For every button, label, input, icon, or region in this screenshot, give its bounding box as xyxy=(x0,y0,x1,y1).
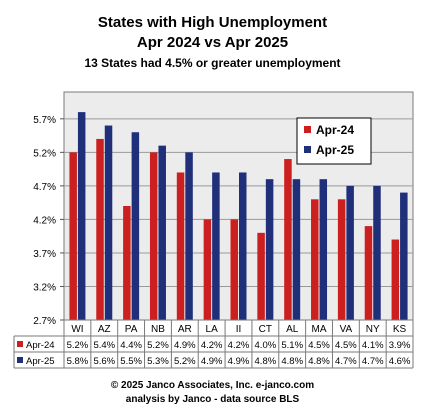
bar-apr-24-ii xyxy=(230,219,238,320)
legend-swatch-apr-25 xyxy=(304,146,311,153)
legend-swatch-apr-24 xyxy=(304,126,311,133)
bar-apr-24-ny xyxy=(364,226,373,320)
x-tick-label: AZ xyxy=(98,324,111,335)
x-tick-label: AL xyxy=(286,324,299,335)
data-label: 4.7% xyxy=(335,356,357,367)
bar-apr-25-ii xyxy=(239,172,247,320)
data-label: 4.8% xyxy=(281,356,303,367)
bar-apr-25-wi xyxy=(77,112,86,320)
data-label: 5.2% xyxy=(147,340,169,351)
bar-apr-25-ma xyxy=(319,179,328,320)
bar-apr-25-nb xyxy=(158,145,166,320)
data-label: 4.7% xyxy=(362,356,384,367)
legend-key-apr-25 xyxy=(17,357,23,363)
data-label: 4.1% xyxy=(362,340,384,351)
data-label: 4.5% xyxy=(308,340,330,351)
data-label: 4.9% xyxy=(201,356,223,367)
data-label: 5.1% xyxy=(281,340,303,351)
data-label: 4.9% xyxy=(174,340,196,351)
data-label: 3.9% xyxy=(389,340,411,351)
data-label: 4.9% xyxy=(228,356,250,367)
x-tick-label: VA xyxy=(340,324,353,335)
bar-apr-25-la xyxy=(212,172,220,320)
bar-apr-25-va xyxy=(346,185,354,320)
y-tick-label: 2.7% xyxy=(33,316,56,327)
data-label: 5.2% xyxy=(67,340,89,351)
bar-apr-24-ar xyxy=(176,172,185,320)
bar-apr-24-ks xyxy=(391,239,400,320)
bar-apr-25-ks xyxy=(400,192,408,320)
data-label: 5.4% xyxy=(93,340,115,351)
bar-apr-24-al xyxy=(284,159,292,320)
legend xyxy=(296,117,372,165)
bar-apr-25-pa xyxy=(131,132,140,320)
bar-apr-24-nb xyxy=(149,152,158,320)
bar-apr-24-la xyxy=(203,219,212,320)
y-tick-label: 3.2% xyxy=(33,282,56,293)
x-tick-label: NB xyxy=(151,324,165,335)
data-label: 4.2% xyxy=(201,340,223,351)
legend-label: Apr-24 xyxy=(316,123,354,137)
table-series-label: Apr-24 xyxy=(26,340,55,351)
bar-apr-25-al xyxy=(292,179,301,320)
footer-copyright: © 2025 Janco Associates, Inc. e-janco.co… xyxy=(110,380,315,391)
data-label: 4.0% xyxy=(255,340,277,351)
x-tick-label: PA xyxy=(125,324,138,335)
y-tick-label: 5.2% xyxy=(33,148,56,159)
x-tick-label: LA xyxy=(206,324,219,335)
bar-apr-25-ct xyxy=(265,179,274,320)
data-label: 4.2% xyxy=(228,340,250,351)
data-label: 4.8% xyxy=(255,356,277,367)
footer-source: analysis by Janco - data source BLS xyxy=(125,394,300,405)
bar-apr-24-pa xyxy=(123,206,131,320)
bar-apr-25-ar xyxy=(185,152,193,320)
bar-apr-24-wi xyxy=(69,152,77,320)
x-tick-label: KS xyxy=(393,324,407,335)
chart-subtitle: Apr 2024 vs Apr 2025 xyxy=(136,34,289,51)
y-tick-label: 4.7% xyxy=(33,182,56,193)
bar-apr-24-az xyxy=(96,138,104,320)
legend-key-apr-24 xyxy=(17,341,23,347)
data-label: 4.6% xyxy=(389,356,411,367)
data-label: 4.5% xyxy=(335,340,357,351)
bar-apr-24-ma xyxy=(311,199,319,320)
bar-apr-25-az xyxy=(104,125,113,320)
data-label: 5.5% xyxy=(120,356,142,367)
x-tick-label: AR xyxy=(178,324,192,335)
x-tick-label: II xyxy=(236,324,242,335)
y-tick-label: 5.7% xyxy=(33,115,56,126)
x-tick-label: MA xyxy=(312,324,327,335)
y-tick-label: 3.7% xyxy=(33,249,56,260)
data-label: 4.8% xyxy=(308,356,330,367)
data-label: 5.6% xyxy=(93,356,115,367)
data-label: 5.3% xyxy=(147,356,169,367)
bar-apr-24-va xyxy=(337,199,346,320)
legend-label: Apr-25 xyxy=(316,143,354,157)
bar-apr-25-ny xyxy=(373,185,381,320)
x-tick-label: NY xyxy=(366,324,380,335)
chart-note: 13 States had 4.5% or greater unemployme… xyxy=(84,56,341,70)
x-tick-label: WI xyxy=(71,324,83,335)
x-tick-label: CT xyxy=(259,324,272,335)
chart-title: States with High Unemployment xyxy=(97,14,328,31)
y-tick-label: 4.2% xyxy=(33,215,56,226)
data-label: 5.8% xyxy=(67,356,89,367)
bar-apr-24-ct xyxy=(257,232,265,320)
data-label: 5.2% xyxy=(174,356,196,367)
data-label: 4.4% xyxy=(120,340,142,351)
table-series-label: Apr-25 xyxy=(26,356,55,367)
